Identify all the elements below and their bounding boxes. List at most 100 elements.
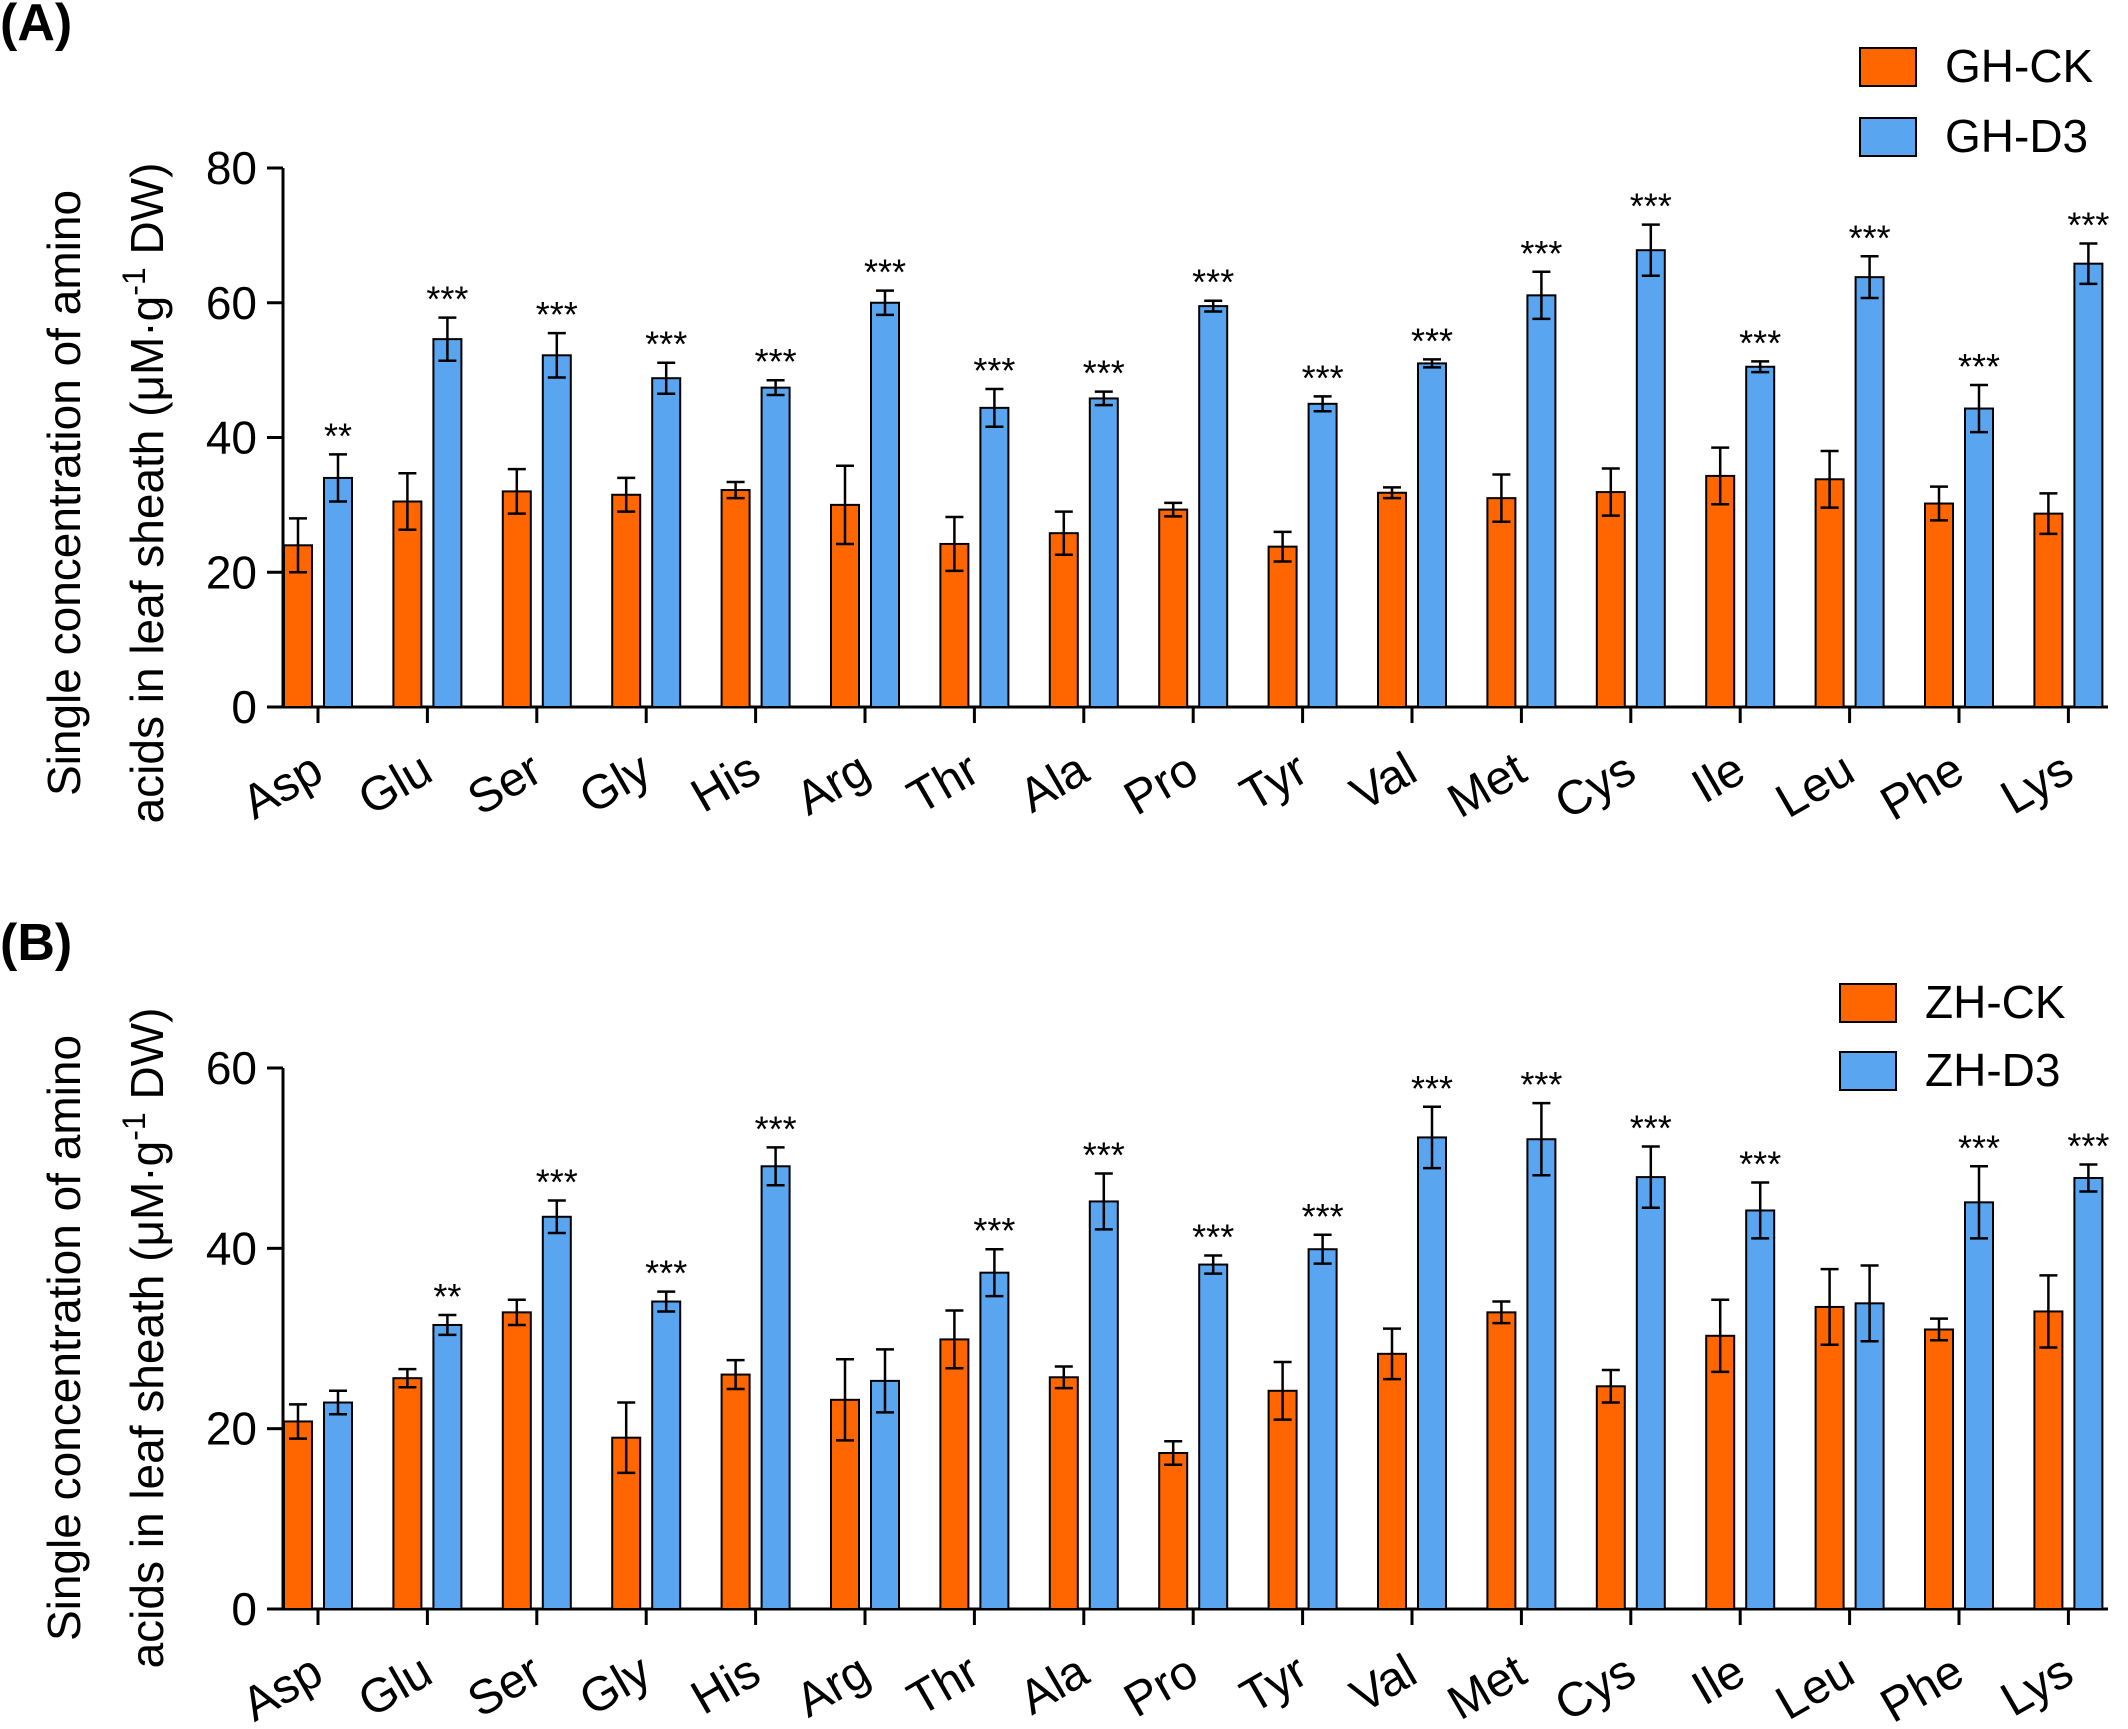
panel-a-category-label: Ser [459, 743, 550, 826]
panel-a-bar-ck [1486, 497, 1517, 709]
panel-b-significance-label: *** [2067, 1125, 2109, 1166]
panel-a-bar-ck [1377, 491, 1407, 708]
panel-b: (B) Single concentration of amino acids … [0, 914, 2109, 1729]
panel-a-bar-ck [1158, 508, 1189, 708]
panel-a-significance-label: *** [1192, 262, 1234, 303]
panel-b-significance-label: *** [1302, 1196, 1344, 1237]
panel-b-bar-d3 [760, 1165, 791, 1610]
panel-b-bar-ck [2033, 1310, 2064, 1610]
panel-b-category-label: Phe [1872, 1645, 1972, 1729]
panel-a-category-label: Asp [233, 743, 331, 830]
legend-swatch-gh-ck [1859, 47, 1917, 87]
panel-b-bar-ck [720, 1373, 751, 1610]
panel-b-bar-d3 [323, 1401, 353, 1610]
panel-b-bar-d3 [1198, 1263, 1229, 1611]
panel-a-category-label: Lys [1992, 743, 2082, 825]
legend-swatch-zh-ck [1839, 983, 1897, 1023]
panel-a-ytick-label: 20 [206, 546, 257, 598]
panel-a-bar-ck [1705, 474, 1736, 708]
panel-b-ylabel-2: acids in leaf sheath (μM·g-1 DW) [116, 1008, 173, 1669]
panel-a-bar-d3 [1964, 407, 1994, 708]
panel-b-bar-ck [1814, 1305, 1845, 1610]
panel-b-bar-d3 [979, 1271, 1010, 1610]
panel-a-bar-ck [1814, 478, 1845, 708]
panel-a-category-label: His [683, 743, 770, 824]
legend-label-gh-d3: GH-D3 [1945, 110, 2088, 162]
panel-a-bar-d3 [1307, 402, 1338, 708]
panel-a-bar-d3 [1745, 365, 1776, 708]
panel-a-significance-label: *** [536, 294, 578, 335]
panel-b-bar-d3 [870, 1379, 900, 1610]
panel-a-bar-d3 [1088, 397, 1119, 708]
panel-b-bar-d3 [1964, 1201, 1994, 1611]
panel-b-legend: ZH-CK ZH-D3 [1839, 976, 2066, 1096]
panel-b-category-label: Gly [571, 1645, 660, 1727]
panel-a-bar-d3 [760, 386, 791, 708]
panel-b-category-label: Lys [1992, 1645, 2082, 1727]
panel-a-significance-label: *** [1302, 357, 1344, 398]
panel-a-ytick-label: 60 [206, 277, 257, 329]
panel-b-significance-label: *** [1411, 1068, 1453, 1109]
panel-b-significance-label: *** [1520, 1064, 1562, 1105]
panel-a-bar-ck [611, 493, 642, 708]
panel-a-legend: GH-CK GH-D3 [1859, 40, 2094, 162]
panel-a-ytick-label: 0 [231, 681, 257, 733]
panel-b-label: (B) [0, 914, 72, 972]
panel-a-significance-label: *** [1411, 320, 1453, 361]
panel-a-category-label: Glu [350, 743, 441, 826]
panel-b-category-label: Met [1439, 1645, 1535, 1729]
panel-a-category-label: Tyr [1232, 743, 1316, 822]
panel-a-significance-label: *** [645, 324, 687, 365]
panel-a-ylabel-post: DW) [121, 163, 173, 268]
panel-a-ylabel-2: acids in leaf sheath (μM·g-1 DW) [116, 163, 173, 824]
panel-a-category-label: Cys [1546, 743, 1644, 830]
panel-a-significance-label: ** [324, 415, 352, 456]
panel-a-bar-ck [1924, 502, 1954, 708]
panel-b-bar-d3 [1526, 1138, 1557, 1611]
panel-b-significance-label: *** [1739, 1144, 1781, 1185]
panel-b-bar-ck [1158, 1452, 1189, 1611]
panel-a-bar-d3 [870, 301, 900, 708]
panel-a-bar-d3 [651, 377, 682, 708]
panel-a-bar-d3 [541, 354, 572, 708]
panel-b-category-label: Ser [459, 1645, 550, 1728]
panel-b-bar-d3 [1307, 1248, 1338, 1610]
legend-swatch-gh-d3 [1859, 117, 1917, 157]
panel-a-category-label: Thr [899, 743, 988, 825]
panel-a-category-label: Arg [787, 743, 878, 826]
panel-a-ylabel-sup: -1 [116, 267, 152, 295]
panel-a-label: (A) [0, 0, 72, 52]
panel-b-bar-ck [1924, 1328, 1954, 1610]
panel-b-bar-d3 [541, 1215, 572, 1611]
panel-b-category-label: Ala [1011, 1644, 1098, 1725]
panel-a-category-label: Met [1439, 743, 1535, 829]
panel-b-bar-d3 [1417, 1136, 1447, 1610]
panel-b-significance-label: *** [973, 1210, 1015, 1251]
legend-label-gh-ck: GH-CK [1945, 40, 2094, 92]
panel-b-category-label: Leu [1767, 1645, 1863, 1729]
panel-b-significance-label: *** [755, 1108, 797, 1149]
panel-b-significance-label: *** [536, 1162, 578, 1203]
panel-b-category-label: Ile [1683, 1645, 1753, 1716]
panel-a-ylabel: Single concentration of amino [38, 190, 90, 796]
panel-b-ytick-label: 0 [231, 1583, 257, 1635]
panel-a-bar-d3 [979, 406, 1010, 708]
panel-b-plot: 0 20 40 60 Asp Glu ** Ser *** Gly *** His *** Arg Thr *… [206, 1042, 2110, 1729]
panel-b-category-label: Glu [350, 1645, 441, 1728]
panel-a-significance-label: *** [1630, 186, 1672, 227]
panel-b-ylabel-post: DW) [121, 1008, 173, 1113]
panel-a-plot: 0 20 40 60 80 Asp ** Glu *** Ser *** Gly *** His *** Ar… [206, 142, 2110, 831]
panel-b-bar-ck [939, 1338, 970, 1610]
panel-b-ytick-label: 60 [206, 1042, 257, 1094]
svg-text:acids in leaf sheath (μM·g-1 D: acids in leaf sheath (μM·g-1 DW) [116, 163, 173, 824]
panel-b-bar-d3 [651, 1300, 682, 1610]
panel-b-category-label: Arg [787, 1645, 878, 1728]
panel-a-significance-label: *** [426, 279, 468, 320]
panel-b-category-label: Thr [899, 1645, 988, 1727]
panel-a-bar-ck [1267, 545, 1298, 709]
panel-b-bar-ck [1048, 1376, 1079, 1610]
panel-b-bar-ck [501, 1311, 532, 1611]
panel-b-significance-label: *** [1192, 1217, 1234, 1258]
panel-b-bar-ck [1377, 1352, 1407, 1611]
